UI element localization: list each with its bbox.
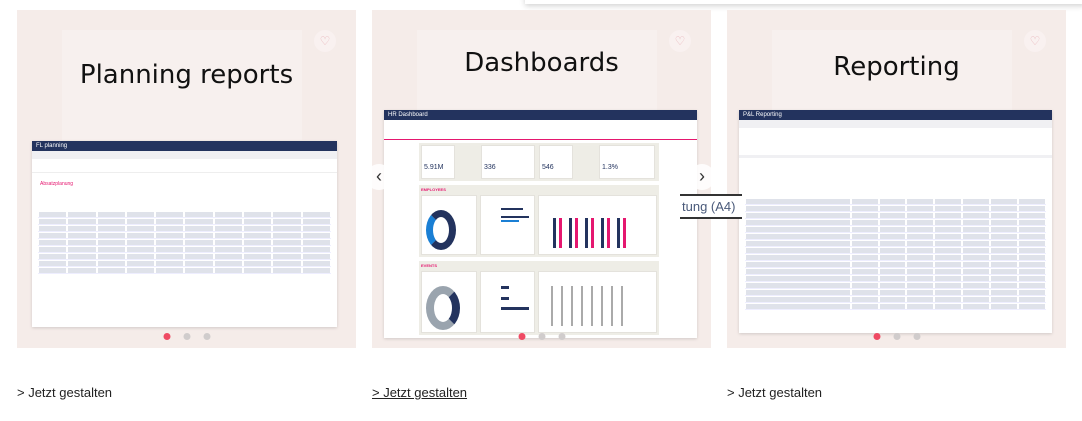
- preview-title: P&L Reporting: [739, 110, 1052, 120]
- preview-title: HR Dashboard: [384, 110, 697, 120]
- carousel-dot[interactable]: [163, 333, 170, 340]
- carousel-dot[interactable]: [203, 333, 210, 340]
- heart-icon[interactable]: ♡: [314, 30, 336, 52]
- carousel-next-button[interactable]: ›: [689, 164, 711, 190]
- carousel-dots: [873, 333, 920, 340]
- carousel-dot[interactable]: [873, 333, 880, 340]
- dashboard-preview-image: HR Dashboard 5.91M 336 546 1.3% EMPLOYEE…: [384, 110, 697, 338]
- preview-section: Absatzplanung: [40, 181, 74, 187]
- carousel-dots: [163, 333, 210, 340]
- dashboards-link[interactable]: > Jetzt gestalten: [372, 385, 468, 400]
- reporting-preview-image: P&L Reporting: [739, 110, 1052, 333]
- top-dropdown-edge: [525, 0, 1082, 4]
- kpi-value: 546: [539, 145, 573, 179]
- reporting-link[interactable]: > Jetzt gestalten: [727, 385, 823, 400]
- kpi-value: 336: [481, 145, 535, 179]
- carousel-prev-button[interactable]: ‹: [372, 164, 392, 190]
- planning-preview-image: FL planning Absatzplanung: [32, 141, 337, 327]
- section-title: EVENTS: [421, 263, 438, 268]
- carousel-dot[interactable]: [913, 333, 920, 340]
- card-planning-reports[interactable]: ♡ Planning reports FL planning Absatzpla…: [17, 10, 356, 348]
- chevron-left-icon: ‹: [376, 166, 382, 186]
- section-title: EMPLOYEES: [421, 187, 446, 192]
- card-title: Planning reports: [79, 60, 294, 90]
- carousel-dot[interactable]: [538, 333, 545, 340]
- planning-reports-link[interactable]: > Jetzt gestalten: [17, 385, 113, 400]
- carousel-dot[interactable]: [518, 333, 525, 340]
- kpi-value: 5.91M: [421, 145, 455, 179]
- carousel-dot[interactable]: [558, 333, 565, 340]
- carousel-dots: [518, 333, 565, 340]
- background-image: [62, 30, 302, 140]
- kpi-value: 1.3%: [599, 145, 655, 179]
- overlay-tooltip: tung (A4): [680, 194, 742, 219]
- preview-title: FL planning: [32, 141, 337, 151]
- card-title: Dashboards: [464, 48, 619, 78]
- card-title: Reporting: [833, 52, 960, 82]
- heart-icon[interactable]: ♡: [669, 30, 691, 52]
- card-dashboards[interactable]: ♡ Dashboards HR Dashboard 5.91M 336 546 …: [372, 10, 711, 348]
- carousel-dot[interactable]: [893, 333, 900, 340]
- card-reporting[interactable]: ♡ Reporting P&L Reporting: [727, 10, 1066, 348]
- heart-icon[interactable]: ♡: [1024, 30, 1046, 52]
- chevron-right-icon: ›: [699, 166, 705, 186]
- carousel-dot[interactable]: [183, 333, 190, 340]
